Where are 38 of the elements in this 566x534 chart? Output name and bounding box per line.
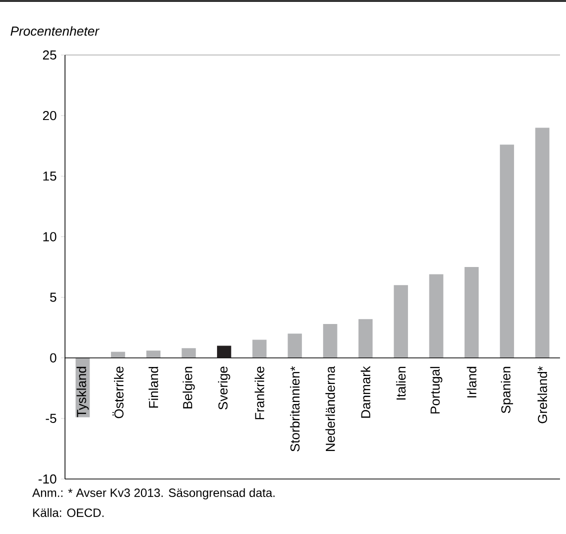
x-tick-label: Frankrike — [254, 366, 264, 420]
x-tick-label: Danmark — [360, 366, 370, 418]
x-tick-label: Finland — [148, 366, 158, 408]
bar — [429, 274, 444, 358]
bar — [217, 346, 232, 358]
y-tick-label: 25 — [42, 50, 56, 60]
bar — [110, 352, 126, 358]
text: Källa: OECD. — [33, 508, 104, 518]
bar — [323, 324, 338, 358]
x-tick-label: Italien — [396, 366, 406, 400]
bar — [252, 340, 267, 358]
bar — [182, 348, 196, 358]
bar — [288, 334, 302, 358]
bar — [146, 350, 160, 358]
x-tick-label: Nederländerna — [325, 366, 335, 451]
y-tick-label: 15 — [43, 172, 56, 181]
y-tick-label: 20 — [42, 110, 56, 120]
x-tick-label: Storbritannien* — [290, 366, 300, 452]
bar — [535, 128, 550, 358]
x-tick-label: Österrike — [112, 366, 124, 418]
bar — [394, 285, 408, 358]
y-axis-title: Procentenheter — [10, 26, 100, 36]
y-tick-label: -10 — [38, 474, 56, 484]
bar — [500, 144, 514, 358]
x-tick-label: Portugal — [430, 366, 442, 414]
x-tick-label: Belgien — [182, 366, 195, 408]
y-tick-label: -5 — [46, 414, 56, 423]
bar — [358, 319, 373, 358]
x-tick-label: Tyskland — [76, 366, 89, 418]
y-tick-label: 10 — [43, 232, 56, 242]
x-tick-label: Spanien — [500, 366, 514, 414]
x-tick-label: Irland — [466, 366, 476, 398]
bar — [464, 267, 479, 358]
y-tick-label: 0 — [50, 353, 56, 362]
x-tick-label: Sverige — [218, 366, 230, 410]
x-tick-label: Grekland* — [538, 366, 548, 424]
text: Anm.: * Avser Kv3 2013. Säsongrensad data. — [32, 488, 275, 500]
y-tick-label: 5 — [50, 292, 56, 302]
